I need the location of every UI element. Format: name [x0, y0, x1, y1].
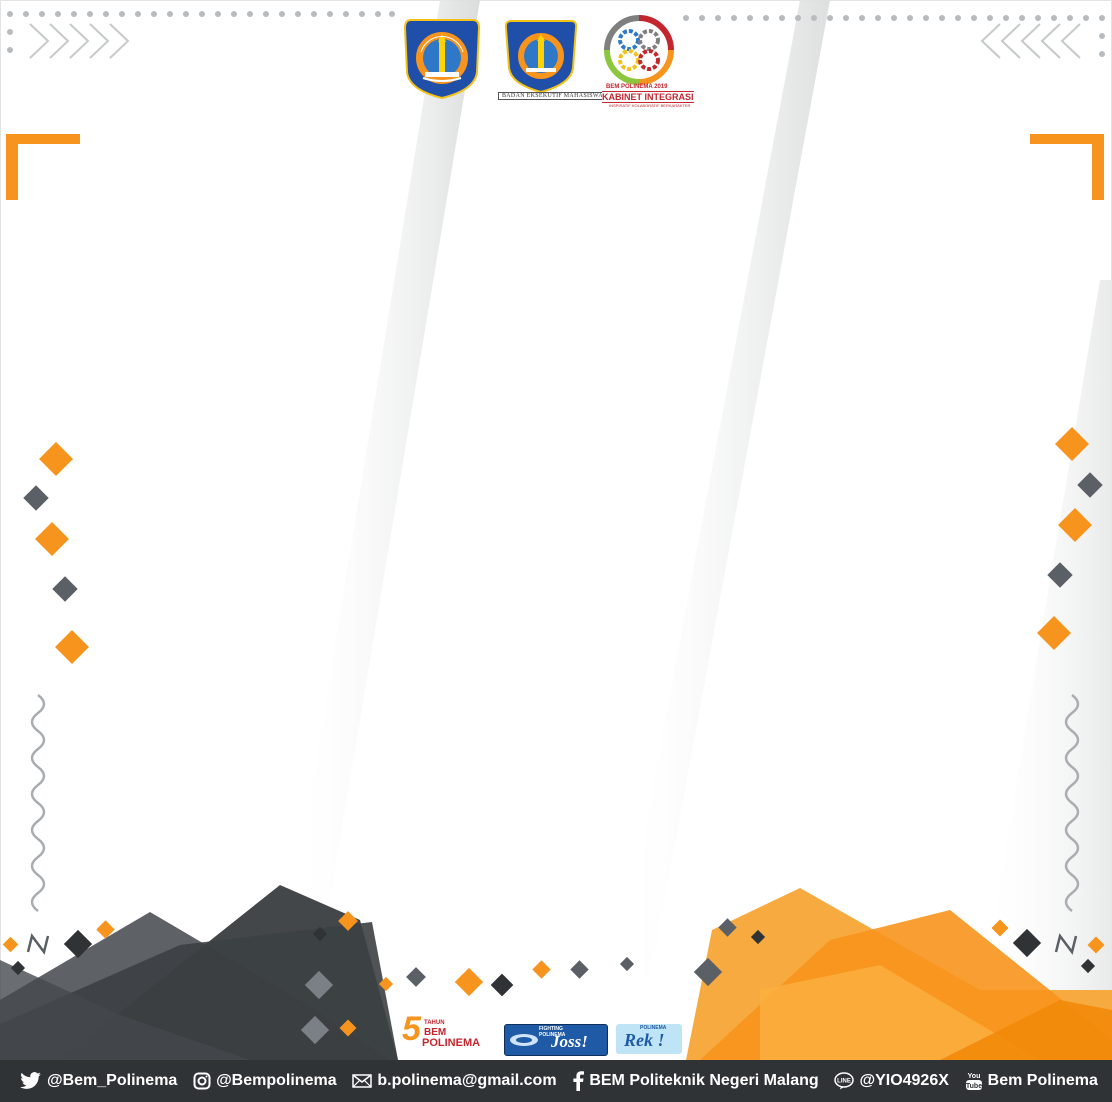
- kabinet-year: BEM POLINEMA 2019: [606, 84, 668, 90]
- joss-small-text: FIGHTING: [539, 1026, 563, 1032]
- diamond-orange: [1055, 427, 1089, 461]
- diamond-orange: [35, 522, 69, 556]
- chevrons-left-deco: [980, 23, 1081, 59]
- email-address[interactable]: b.polinema@gmail.com: [352, 1072, 557, 1090]
- diamond-orange: [39, 442, 73, 476]
- svg-text:You: You: [967, 1073, 980, 1080]
- bottom-diamonds: [2, 911, 1105, 1045]
- twitter-handle[interactable]: @Bem_Polinema: [20, 1072, 177, 1090]
- email-label: b.polinema@gmail.com: [377, 1072, 557, 1089]
- svg-text:Tube: Tube: [966, 1083, 982, 1090]
- mountains-dark: [0, 885, 398, 1060]
- diamond-orange: [1058, 508, 1092, 542]
- bem-caption: BADAN EKSEKUTIF MAHASISWA: [498, 92, 607, 100]
- line-account[interactable]: LINE @YIO4926X: [834, 1072, 949, 1090]
- facebook-icon: [572, 1071, 585, 1091]
- diamond-grey: [52, 576, 78, 602]
- instagram-icon: [193, 1072, 211, 1090]
- fold-shadow-left: [290, 0, 480, 960]
- facebook-label: BEM Politeknik Negeri Malang: [589, 1072, 819, 1089]
- line-label: @YIO4926X: [859, 1072, 949, 1089]
- diamond-orange: [55, 630, 89, 664]
- kabinet-title: KABINET INTEGRASI: [602, 91, 694, 103]
- youtube-label: Bem Polinema: [987, 1072, 1098, 1089]
- facebook-page[interactable]: BEM Politeknik Negeri Malang: [572, 1071, 819, 1091]
- twitter-label: @Bem_Polinema: [47, 1072, 178, 1089]
- joss-emblem-icon: [510, 1034, 538, 1046]
- mountains-orange: [686, 888, 1112, 1060]
- bem-logo: [504, 20, 578, 94]
- youtube-channel[interactable]: You Tube Bem Polinema: [965, 1071, 1098, 1091]
- chevrons-right-deco: [29, 23, 130, 59]
- social-footer: @Bem_Polinema @Bempolinema b.polinema@gm…: [0, 1060, 1112, 1102]
- header-logos: BADAN EKSEKUTIF MAHASISWA BEM POLINEMA 2…: [395, 12, 694, 108]
- bem-label-1: BEM: [424, 1027, 447, 1038]
- svg-text:LINE: LINE: [838, 1079, 852, 1085]
- zigzag-left: [26, 933, 50, 955]
- polinema-rek-logo: POLINEMA Rek !: [616, 1024, 682, 1054]
- polinema-logo: [403, 19, 481, 100]
- zigzag-right: [1054, 933, 1078, 955]
- diamond-grey: [23, 485, 49, 511]
- line-icon: LINE: [834, 1072, 855, 1090]
- twitter-icon: [20, 1072, 42, 1090]
- instagram-label: @Bempolinema: [216, 1072, 337, 1089]
- joss-text: Joss!: [551, 1032, 588, 1051]
- instagram-handle[interactable]: @Bempolinema: [193, 1072, 337, 1090]
- kabinet-tagline: INSPIRATIF KOLABORATIF BERKARAKTER: [609, 103, 691, 108]
- rek-small-text: POLINEMA: [640, 1025, 667, 1031]
- fighting-polinema-joss-logo: FIGHTING POLINEMA Joss!: [504, 1024, 608, 1056]
- corner-bracket-right: [1030, 134, 1104, 200]
- top-right-dots: [683, 15, 1105, 57]
- bem-years: 5: [402, 1010, 421, 1048]
- fold-shadow-mid: [620, 0, 830, 980]
- youtube-icon: You Tube: [965, 1071, 983, 1091]
- diamond-orange: [1037, 616, 1071, 650]
- squiggle-left: [30, 694, 46, 912]
- joss-small-text-2: POLINEMA: [539, 1032, 566, 1038]
- bem-5-tahun-logo: 5 TAHUN BEM POLINEMA: [398, 1010, 494, 1054]
- rek-text: Rek !: [624, 1030, 665, 1050]
- kabinet-integrasi-logo: [604, 15, 674, 85]
- squiggle-right: [1064, 694, 1080, 912]
- bem-label-2: POLINEMA: [422, 1037, 481, 1049]
- corner-bracket-left: [6, 134, 80, 200]
- top-left-dots: [7, 11, 395, 53]
- mail-icon: [352, 1074, 373, 1088]
- bem-tahun: TAHUN: [424, 1020, 445, 1026]
